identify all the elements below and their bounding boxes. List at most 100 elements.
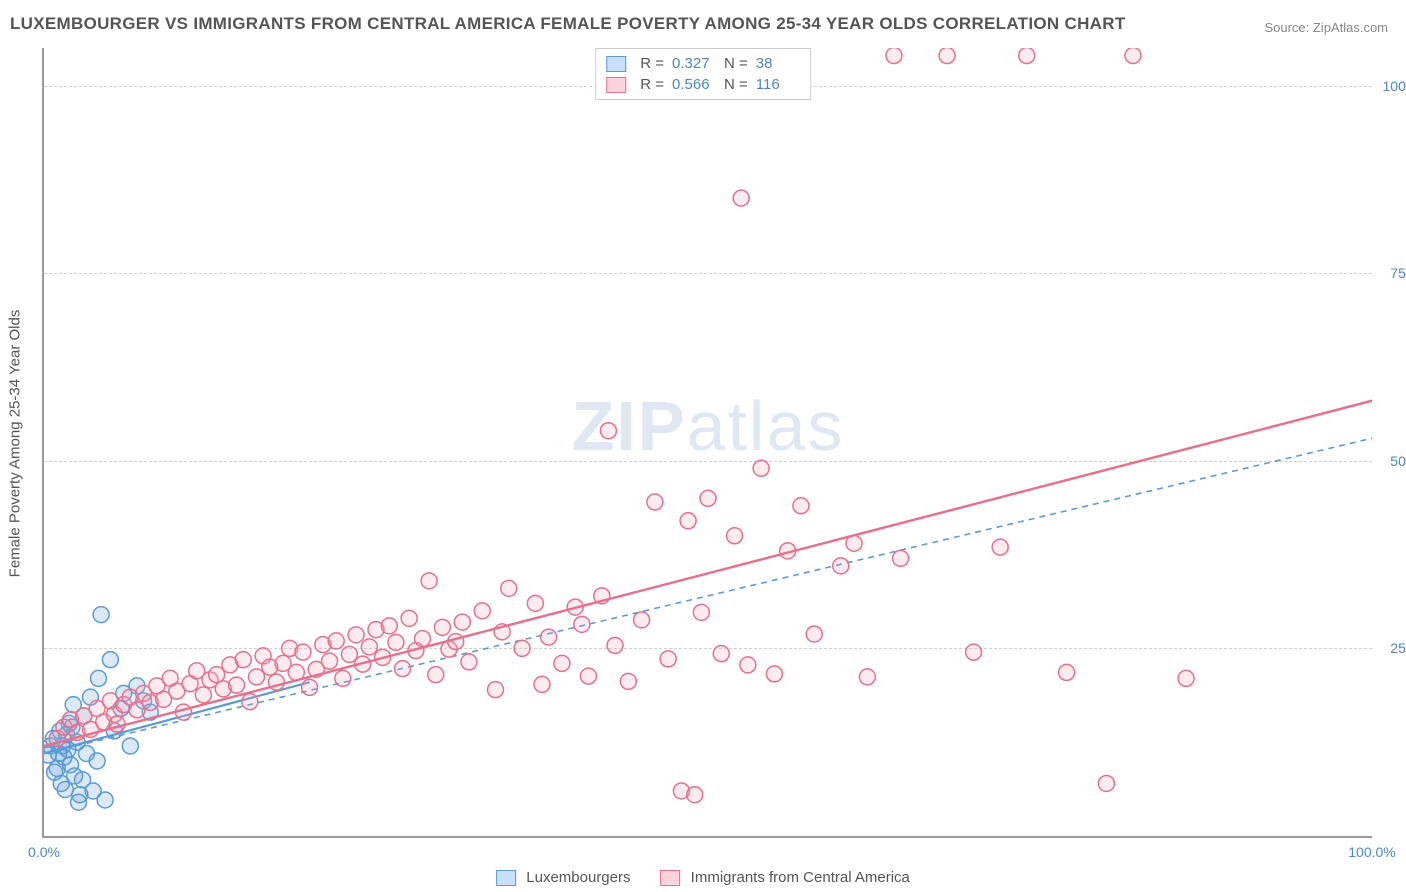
data-point [660,651,676,667]
data-point [733,190,749,206]
y-tick-label: 100.0% [1383,78,1406,94]
data-point [1019,48,1035,64]
data-point [348,627,364,643]
data-point [541,629,557,645]
r-value-2: 0.566 [672,76,716,93]
data-point [806,626,822,642]
data-point [414,631,430,647]
legend-item-1: Luxembourgers [496,869,630,886]
r-label: R = [640,76,664,93]
swatch-series-2 [606,77,626,93]
data-point [534,676,550,692]
data-point [966,644,982,660]
data-point [939,48,955,64]
y-tick-label: 75.0% [1390,265,1406,281]
data-point [600,423,616,439]
source-label: Source: ZipAtlas.com [1264,20,1388,35]
data-point [753,460,769,476]
data-point [1125,48,1141,64]
data-point [361,639,377,655]
data-point [1178,670,1194,686]
data-point [574,616,590,632]
data-point [886,48,902,64]
swatch-central-america [661,870,681,886]
data-point [527,595,543,611]
data-point [474,603,490,619]
n-value-2: 116 [756,76,800,93]
y-axis-label: Female Poverty Among 25-34 Year Olds [7,309,24,577]
data-point [620,673,636,689]
data-point [388,634,404,650]
data-point [607,637,623,653]
data-point [680,513,696,529]
data-point [461,654,477,670]
data-point [322,653,338,669]
data-point [428,667,444,683]
data-point [554,655,570,671]
data-point [501,580,517,596]
chart-svg [44,48,1372,836]
legend-label-1: Luxembourgers [526,869,630,886]
data-point [90,670,106,686]
data-point [687,787,703,803]
data-point [1098,775,1114,791]
data-point [195,687,211,703]
legend-item-2: Immigrants from Central America [661,869,910,886]
data-point [488,682,504,698]
data-point [381,618,397,634]
data-point [700,490,716,506]
data-point [740,657,756,673]
stats-row-2: R = 0.566 N = 116 [606,74,800,95]
data-point [302,679,318,695]
chart-plot-area: ZIPatlas 25.0%50.0%75.0%100.0%0.0%100.0% [42,48,1372,838]
swatch-series-1 [606,56,626,72]
data-point [229,677,245,693]
data-point [893,550,909,566]
swatch-luxembourgers [496,870,516,886]
data-point [634,612,650,628]
data-point [448,634,464,650]
n-label: N = [724,76,748,93]
data-point [647,494,663,510]
y-tick-label: 50.0% [1390,453,1406,469]
data-point [71,794,87,810]
data-point [328,633,344,649]
y-axis-label-container: Female Poverty Among 25-34 Year Olds [0,48,30,838]
data-point [421,573,437,589]
data-point [102,652,118,668]
data-point [235,652,251,668]
y-tick-label: 25.0% [1390,640,1406,656]
data-point [992,539,1008,555]
stats-legend: R = 0.327 N = 38 R = 0.566 N = 116 [595,48,811,100]
data-point [793,498,809,514]
data-point [97,792,113,808]
data-point [727,528,743,544]
data-point [122,738,138,754]
trend-line [44,401,1372,746]
x-tick-label: 100.0% [1348,844,1395,860]
data-point [454,614,470,630]
data-point [713,646,729,662]
data-point [514,640,530,656]
x-tick-label: 0.0% [28,844,60,860]
chart-title: LUXEMBOURGER VS IMMIGRANTS FROM CENTRAL … [10,14,1126,34]
data-point [1059,664,1075,680]
r-value-1: 0.327 [672,55,716,72]
data-point [833,558,849,574]
n-value-1: 38 [756,55,800,72]
legend-label-2: Immigrants from Central America [691,869,910,886]
n-label: N = [724,55,748,72]
r-label: R = [640,55,664,72]
data-point [859,669,875,685]
data-point [395,661,411,677]
data-point [693,604,709,620]
data-point [580,668,596,684]
data-point [335,670,351,686]
data-point [295,644,311,660]
data-point [89,753,105,769]
stats-row-1: R = 0.327 N = 38 [606,53,800,74]
data-point [766,666,782,682]
data-point [242,694,258,710]
series-legend: Luxembourgers Immigrants from Central Am… [496,869,910,886]
data-point [401,610,417,626]
